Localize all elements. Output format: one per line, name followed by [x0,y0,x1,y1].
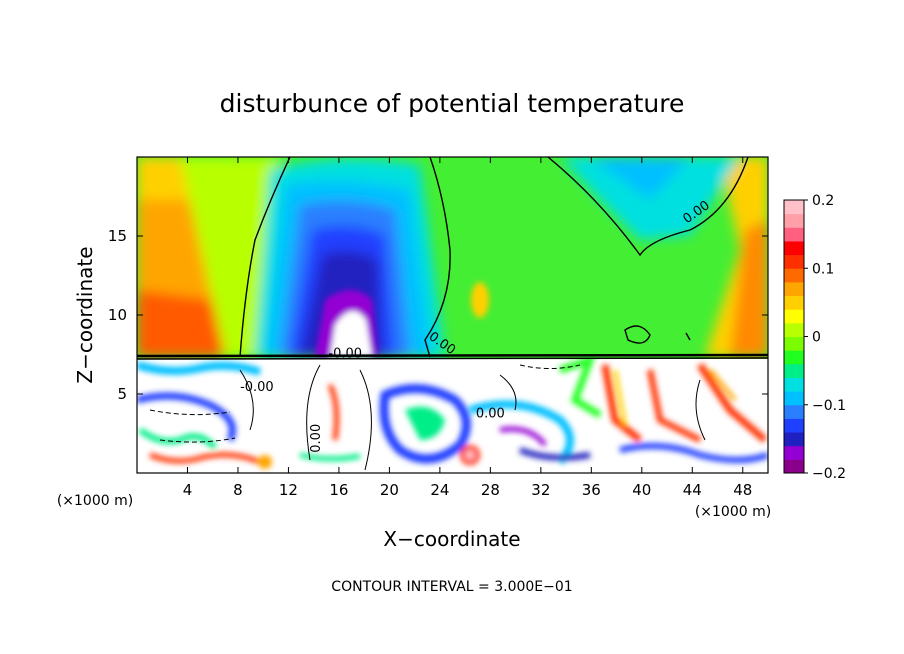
x-tick-label: 8 [233,481,243,499]
colorbar-swatch [784,404,804,419]
x-tick-label: 16 [329,481,348,499]
contour-label: -0.00 [240,380,274,395]
colorbar-tick-label: 0.1 [812,261,834,277]
colorbar-swatch [784,432,804,447]
colorbar-swatch [784,336,804,351]
x-unit-left: (×1000 m) [57,493,133,509]
x-tick-label: 28 [481,481,500,499]
x-tick-label: 20 [380,481,399,499]
y-tick-label: 15 [108,227,127,245]
colorbar-swatch [784,445,804,460]
x-tick-label: 32 [531,481,550,499]
x-tick-label: 40 [632,481,651,499]
y-tick-label: 10 [108,306,127,324]
heatmap-field [137,157,768,473]
colorbar-swatch [784,281,804,297]
x-unit-right: (×1000 m) [695,504,771,520]
colorbar-swatch [784,213,804,228]
x-tick-label: 4 [183,481,193,499]
colorbar-tick-label: 0.2 [812,193,834,209]
x-axis: 4 8 12 16 20 24 28 32 36 40 44 48 [183,157,752,499]
contour-lines [137,157,768,360]
colorbar-swatch [784,240,804,256]
colorbar-tick-label: −0.1 [812,398,846,414]
contour-label: -0.00 [328,347,362,362]
x-axis-label: X−coordinate [383,527,520,551]
x-tick-label: 44 [683,481,702,499]
chart-title: disturbunce of potential temperature [220,89,685,118]
colorbar-swatch [784,459,804,474]
colorbar [784,200,804,474]
colorbar-swatch [784,200,804,215]
colorbar-swatch [784,254,804,269]
colorbar-swatch [784,350,804,365]
colorbar-swatch [784,322,804,337]
colorbar-swatch [784,227,804,242]
colorbar-swatch [784,309,804,324]
contour-interval-note: CONTOUR INTERVAL = 3.000E−01 [331,579,572,595]
colorbar-swatch [784,268,804,283]
colorbar-swatch [784,295,804,310]
y-axis-label: Z−coordinate [73,246,97,383]
contour-label: 0.00 [309,424,324,453]
x-tick-label: 12 [279,481,298,499]
x-tick-label: 36 [582,481,601,499]
contour-zero-right [547,157,749,257]
colorbar-tick-label: 0 [812,330,821,346]
contour-zero-mid [424,157,451,358]
colorbar-swatch [784,363,804,378]
colorbar-ticks: 0.2 0.1 0 −0.1 −0.2 [804,193,846,482]
colorbar-tick-label: −0.2 [812,466,846,482]
contour-label: 0.00 [476,407,505,422]
colorbar-swatch [784,418,804,433]
colorbar-swatch [784,391,804,406]
x-tick-label: 24 [430,481,449,499]
y-tick-label: 5 [117,385,127,403]
x-tick-label: 48 [733,481,752,499]
y-axis: 5 10 15 [108,227,768,403]
turbulent-layer [137,354,768,473]
colorbar-swatch [784,377,804,392]
contour-zero-left [239,157,291,358]
